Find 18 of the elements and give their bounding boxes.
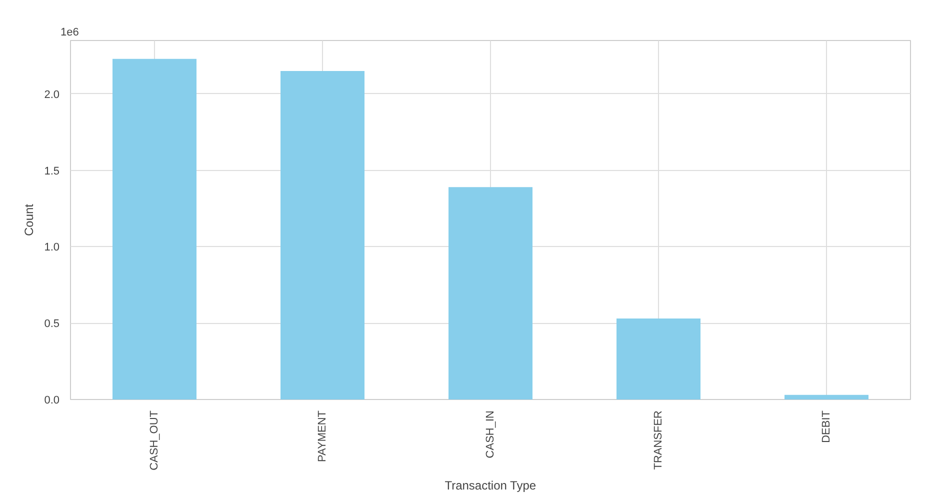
y-tick-label: 1.0: [44, 242, 60, 254]
x-tick-label: DEBIT: [820, 410, 832, 443]
y-axis-title: Count: [22, 203, 36, 236]
bar: [280, 71, 364, 400]
x-axis-title: Transaction Type: [444, 478, 536, 492]
text: 1e6: [60, 26, 79, 38]
y-tick-label: 0.0: [44, 394, 60, 406]
x-tick-label: PAYMENT: [316, 410, 328, 462]
bar: [784, 394, 868, 400]
y-tick-label: 1.5: [44, 165, 60, 178]
y-tick-label: 0.5: [44, 318, 60, 330]
bar: [112, 58, 196, 400]
x-tick-label: CASH_OUT: [148, 410, 160, 470]
x-tick-label: TRANSFER: [652, 410, 664, 470]
bar: [448, 187, 532, 400]
bar: [616, 318, 700, 400]
y-tick-label: 2.0: [44, 88, 60, 101]
x-tick-label: CASH_IN: [484, 410, 496, 458]
